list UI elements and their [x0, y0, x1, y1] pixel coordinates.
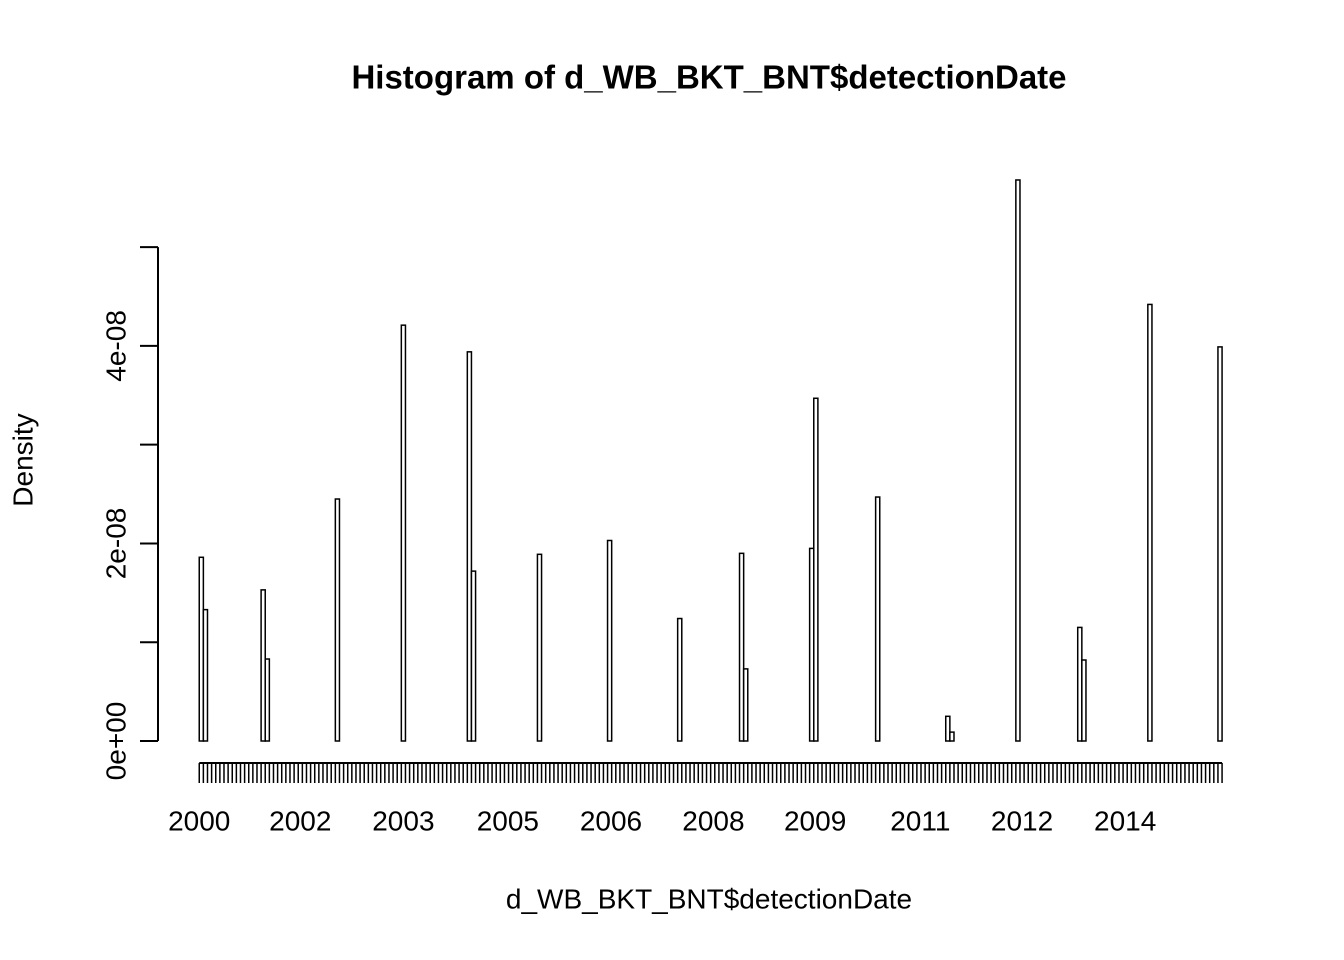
y-tick-label: 2e-08 [100, 508, 131, 580]
bar [1147, 303, 1153, 742]
bar [400, 324, 407, 742]
bar [874, 496, 881, 742]
y-tick-label: 4e-08 [100, 310, 131, 382]
x-tick-label: 2011 [890, 805, 950, 836]
bar [944, 715, 951, 742]
bar [606, 539, 613, 742]
bar [676, 617, 683, 742]
bar [536, 553, 543, 742]
x-tick-label: 2012 [991, 805, 1053, 836]
x-axis-label: d_WB_BKT_BNT$detectionDate [506, 883, 912, 914]
bar [202, 608, 209, 742]
x-tick-label: 2006 [580, 805, 642, 836]
bar [470, 570, 477, 742]
bar [334, 498, 341, 742]
bar [466, 351, 473, 742]
x-tick-label: 2000 [168, 805, 230, 836]
y-tick-label: 0e+00 [100, 702, 131, 781]
y-axis-label: Density [7, 413, 38, 506]
bar [738, 552, 745, 742]
bar [949, 731, 955, 742]
x-tick-label: 2009 [784, 805, 846, 836]
bar [742, 668, 749, 742]
x-tick-label: 2005 [477, 805, 539, 836]
bar [1081, 659, 1087, 742]
x-tick-label: 2002 [269, 805, 331, 836]
bar [1015, 179, 1021, 742]
bar [1217, 346, 1223, 742]
bar [264, 658, 271, 742]
bar [813, 397, 819, 742]
chart-title: Histogram of d_WB_BKT_BNT$detectionDate [351, 59, 1066, 96]
x-tick-label: 2014 [1094, 805, 1156, 836]
x-tick-label: 2003 [372, 805, 434, 836]
x-tick-label: 2008 [682, 805, 744, 836]
